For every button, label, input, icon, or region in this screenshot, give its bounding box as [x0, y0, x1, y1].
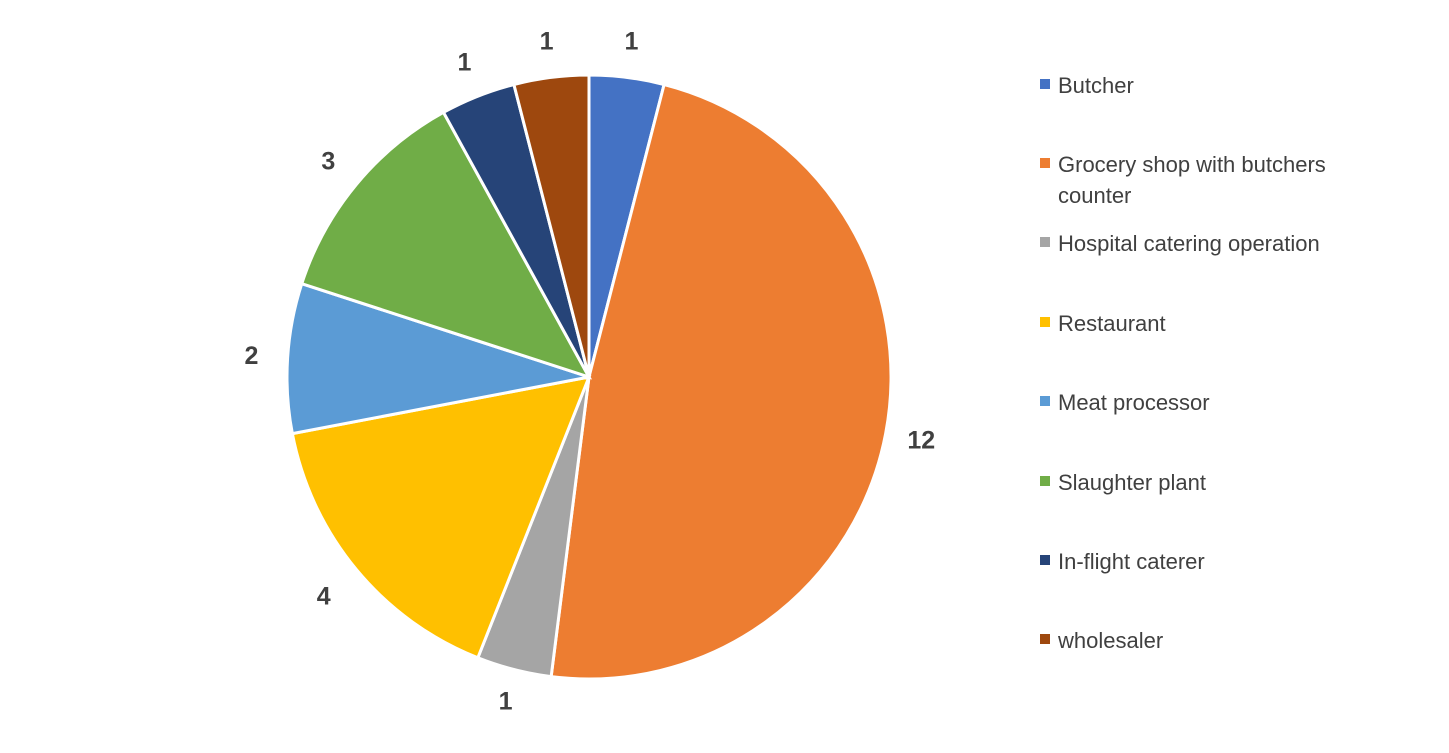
data-label: 12	[907, 426, 935, 454]
legend-item: wholesaler	[1040, 627, 1360, 656]
data-label: 2	[244, 342, 258, 370]
data-label: 1	[499, 688, 513, 716]
legend-swatch	[1040, 158, 1050, 168]
pie-slice-wholesaler	[512, 73, 591, 378]
legend-label: Slaughter plant	[1058, 470, 1206, 495]
legend-item: In-flight caterer	[1040, 548, 1360, 577]
legend-item: Butcher	[1040, 72, 1360, 101]
legend-item: Meat processor	[1040, 389, 1360, 418]
legend-swatch	[1040, 476, 1050, 486]
legend-label: In-flight caterer	[1058, 549, 1205, 574]
legend-swatch	[1040, 237, 1050, 247]
data-label: 1	[624, 27, 638, 55]
pie-slices	[285, 73, 893, 681]
legend-item: Hospital catering operation	[1040, 230, 1360, 259]
data-label: 3	[321, 147, 335, 175]
legend-label: Butcher	[1058, 73, 1134, 98]
legend-swatch	[1040, 634, 1050, 644]
legend-swatch	[1040, 317, 1050, 327]
legend-item: Grocery shop with butchers counter	[1040, 151, 1360, 211]
legend-label: Restaurant	[1058, 311, 1166, 336]
legend-swatch	[1040, 555, 1050, 565]
legend-label: Meat processor	[1058, 390, 1210, 415]
pie-data-labels: 1 12 1 4 2 3 1 1	[244, 27, 935, 715]
legend-label: wholesaler	[1058, 628, 1164, 653]
data-label: 4	[317, 582, 331, 610]
legend-swatch	[1040, 79, 1050, 89]
data-label: 1	[540, 27, 554, 55]
legend-item: Restaurant	[1040, 310, 1360, 339]
pie-slice-grocery-shop-with-butchers-counter	[549, 82, 893, 681]
pie-slice-restaurant	[290, 375, 592, 660]
data-label: 1	[458, 49, 472, 77]
legend-label: Hospital catering operation	[1058, 231, 1320, 256]
legend-label: Grocery shop with butchers counter	[1058, 152, 1326, 208]
pie-slice-meat-processor	[285, 281, 590, 436]
pie-slice-slaughter-plant	[299, 110, 593, 380]
legend-swatch	[1040, 396, 1050, 406]
legend-item: Slaughter plant	[1040, 469, 1360, 498]
